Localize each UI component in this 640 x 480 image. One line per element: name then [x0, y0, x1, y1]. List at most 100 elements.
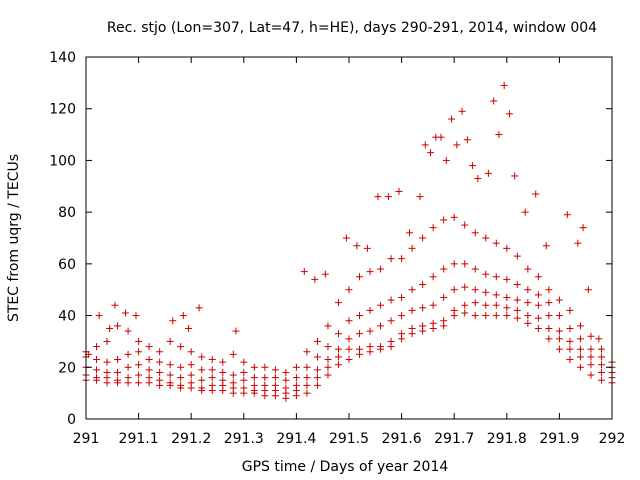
data-point [177, 363, 185, 371]
data-point [377, 265, 385, 273]
data-point [195, 304, 203, 312]
data-point [419, 234, 427, 242]
data-point [545, 286, 553, 294]
data-point [398, 255, 406, 263]
data-point [334, 353, 342, 361]
data-point [461, 309, 469, 317]
data-point [545, 312, 553, 320]
data-point [261, 363, 269, 371]
data-point [492, 312, 500, 320]
data-point [427, 149, 435, 157]
data-point [377, 301, 385, 309]
data-point [135, 371, 143, 379]
data-point [437, 133, 445, 141]
data-point [429, 319, 437, 327]
data-point [208, 366, 216, 374]
data-point [303, 348, 311, 356]
y-tick-label: 0 [67, 412, 76, 428]
data-point [408, 306, 416, 314]
data-point [177, 374, 185, 382]
data-point [450, 286, 458, 294]
data-point [563, 211, 571, 219]
data-point [366, 306, 374, 314]
data-point [545, 325, 553, 332]
data-point [145, 366, 153, 374]
data-point [387, 317, 395, 325]
data-point [313, 353, 321, 361]
data-point [114, 356, 122, 364]
data-point [597, 361, 605, 369]
data-point [313, 381, 321, 389]
data-point [303, 381, 311, 389]
y-tick-label: 120 [49, 102, 76, 118]
data-point [482, 234, 490, 242]
data-point [471, 312, 479, 320]
data-point [366, 268, 374, 276]
data-point [93, 374, 101, 382]
data-point [114, 368, 122, 376]
data-point [534, 273, 542, 281]
data-point [366, 343, 374, 351]
data-point [492, 273, 500, 281]
data-point [103, 358, 111, 366]
data-point [345, 356, 353, 364]
data-point [121, 309, 129, 317]
data-point [282, 368, 290, 376]
data-point [503, 304, 511, 312]
data-point [313, 374, 321, 382]
data-point [219, 368, 227, 376]
data-point [169, 317, 177, 325]
data-point [387, 296, 395, 304]
data-point [524, 319, 532, 327]
data-point [229, 371, 237, 379]
y-axis: 0 20 40 60 80 100 120 140 [49, 50, 612, 428]
data-point [303, 374, 311, 382]
data-point [363, 244, 371, 252]
data-point [461, 221, 469, 229]
data-point [542, 242, 550, 250]
data-point [240, 376, 248, 384]
data-point [384, 193, 392, 201]
data-point [408, 325, 416, 332]
data-point [103, 337, 111, 345]
data-point [492, 301, 500, 309]
data-point [576, 335, 584, 343]
data-point [484, 169, 492, 177]
data-point [292, 363, 300, 371]
data-point [111, 301, 119, 309]
data-point [584, 286, 592, 294]
data-point [324, 363, 332, 371]
data-point [545, 299, 553, 307]
data-point [356, 273, 364, 281]
data-point [471, 286, 479, 294]
data-point [513, 296, 521, 304]
data-point [240, 384, 248, 392]
data-point [387, 337, 395, 345]
data-point [208, 374, 216, 382]
data-point [524, 286, 532, 294]
y-tick-label: 40 [58, 309, 76, 325]
data-point [135, 379, 143, 387]
data-point [579, 224, 587, 232]
data-point [313, 337, 321, 345]
data-point [187, 348, 195, 356]
data-point [187, 361, 195, 369]
data-point [503, 293, 511, 301]
data-point [324, 356, 332, 364]
data-point [124, 363, 132, 371]
data-point [313, 366, 321, 374]
data-point [471, 265, 479, 273]
data-point [419, 281, 427, 289]
data-point [463, 136, 471, 144]
data-point [356, 330, 364, 338]
data-point [395, 187, 403, 195]
data-point [521, 208, 529, 216]
data-point [156, 358, 164, 366]
data-point [534, 314, 542, 322]
data-point [156, 348, 164, 356]
data-point [208, 381, 216, 389]
data-point [453, 141, 461, 149]
data-point [587, 353, 595, 361]
data-point [334, 361, 342, 369]
data-point [166, 361, 174, 369]
